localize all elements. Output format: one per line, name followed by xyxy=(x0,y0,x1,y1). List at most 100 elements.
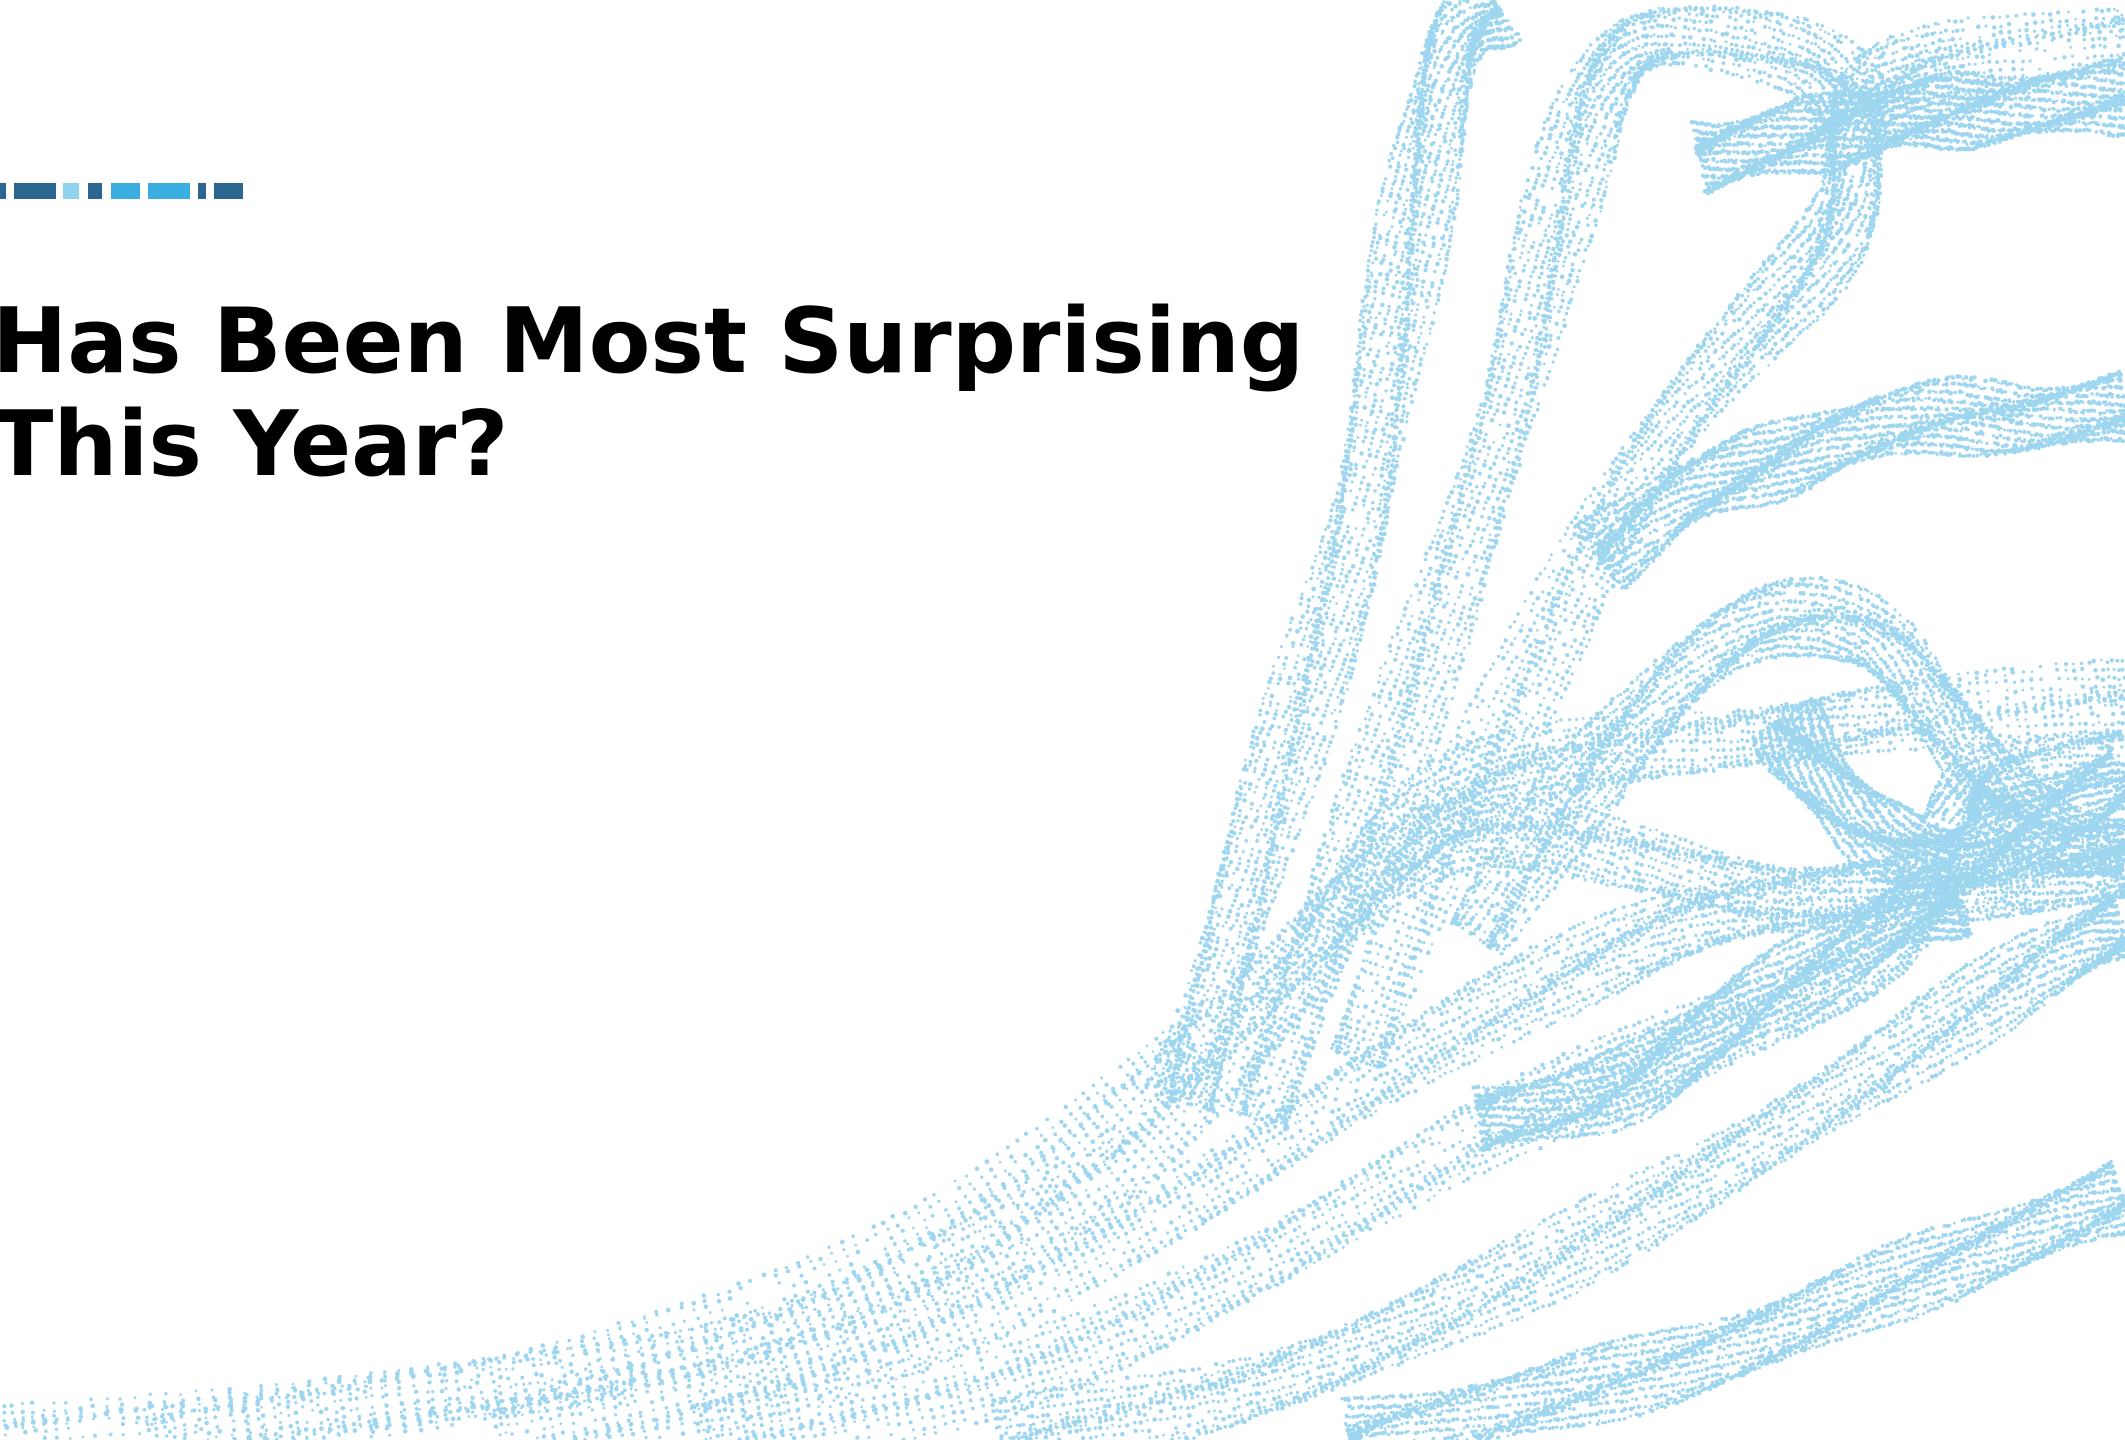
wave-dot xyxy=(1964,744,1968,748)
wave-dot xyxy=(2049,693,2054,698)
wave-dot xyxy=(120,1402,124,1406)
wave-dot xyxy=(1862,715,1866,719)
wave-dot xyxy=(1086,1096,1090,1100)
wave-dot xyxy=(901,1229,905,1233)
wave-dot xyxy=(994,1175,998,1179)
wave-dot xyxy=(975,1273,979,1277)
wave-dot xyxy=(1628,839,1633,844)
wave-dot xyxy=(951,1233,954,1236)
wave-dot xyxy=(511,1367,514,1370)
wave-dot xyxy=(1227,1098,1231,1102)
wave-dot xyxy=(1311,997,1315,1001)
wave-dot xyxy=(280,1412,283,1415)
wave-dot xyxy=(1535,762,1538,765)
wave-dot xyxy=(961,1227,965,1231)
wave-dot xyxy=(2083,721,2088,726)
wave-dot xyxy=(1621,758,1624,761)
wave-dot xyxy=(735,1340,738,1343)
wave-dot xyxy=(1683,838,1687,842)
wave-dot xyxy=(2013,681,2016,684)
wave-dot xyxy=(935,1301,939,1305)
wave-dot xyxy=(1985,680,1989,684)
wave-dot xyxy=(805,1306,808,1309)
wave-dot xyxy=(1484,809,1488,813)
wave-dot xyxy=(343,1429,347,1433)
wave-dot xyxy=(1411,774,1415,778)
wave-dot xyxy=(1575,718,1578,721)
wave-dot xyxy=(1382,822,1386,826)
wave-dot xyxy=(1987,700,1990,703)
wave-dot xyxy=(1490,734,1495,739)
wave-dot xyxy=(2087,661,2091,665)
wave-dot xyxy=(1480,819,1483,822)
wave-dot xyxy=(1530,771,1533,774)
wave-dot xyxy=(82,1436,85,1439)
wave-dot xyxy=(1737,740,1740,743)
wave-dot xyxy=(149,1407,152,1410)
wave-dot xyxy=(514,1383,517,1386)
wave-dot xyxy=(1062,1197,1066,1201)
wave-dot xyxy=(950,1254,954,1258)
wave-dot xyxy=(959,1222,962,1225)
wave-dot xyxy=(2034,703,2037,706)
wave-dot xyxy=(1455,780,1460,785)
wave-dot xyxy=(893,1242,897,1246)
wave-dot xyxy=(1918,703,1923,708)
wave-dot xyxy=(2022,670,2025,673)
wave-dot xyxy=(1216,1115,1219,1118)
wave-dot xyxy=(1857,715,1861,719)
wave-dot xyxy=(742,1317,745,1320)
wave-dot xyxy=(1526,751,1530,755)
wave-dot xyxy=(1304,947,1309,952)
wave-dot xyxy=(1146,1045,1149,1048)
wave-dot xyxy=(1161,1117,1165,1121)
wave-dot xyxy=(2080,662,2084,666)
wave-dot xyxy=(1368,826,1372,830)
wave-dot xyxy=(539,1359,542,1362)
wave-dot xyxy=(1736,708,1740,712)
wave-dot xyxy=(1966,689,1970,693)
wave-dot xyxy=(1509,805,1512,808)
wave-dot xyxy=(624,1349,627,1352)
wave-dot xyxy=(1040,1134,1043,1137)
wave-dot xyxy=(1130,1178,1135,1183)
wave-dot xyxy=(645,1380,648,1383)
wave-dot xyxy=(2121,711,2125,716)
wave-dot xyxy=(1017,1188,1020,1191)
wave-dot xyxy=(1436,803,1440,807)
wave-dot xyxy=(1771,869,1775,873)
wave-dot xyxy=(2043,715,2047,719)
wave-dot xyxy=(1855,744,1858,747)
wave-dot xyxy=(1676,765,1680,769)
wave-dot xyxy=(1118,1065,1122,1069)
wave-dot xyxy=(830,1252,833,1255)
wave-dot xyxy=(1701,727,1704,730)
wave-dot xyxy=(1024,1180,1028,1184)
wave-dot xyxy=(273,1406,276,1409)
wave-dot xyxy=(926,1307,929,1310)
wave-dot xyxy=(1601,777,1605,781)
wave-dot xyxy=(774,1268,778,1272)
wave-dot xyxy=(1385,838,1388,841)
wave-dot xyxy=(580,1339,584,1343)
wave-dot xyxy=(1706,721,1709,724)
wave-dot xyxy=(349,1392,353,1396)
wave-dot xyxy=(873,1260,878,1265)
wave-dot xyxy=(1302,988,1305,991)
wave-dot xyxy=(341,1420,345,1424)
wave-dot xyxy=(2005,696,2009,700)
wave-dot xyxy=(1235,1036,1239,1040)
wave-dot xyxy=(857,1274,860,1277)
wave-dot xyxy=(1675,739,1678,742)
wave-dot xyxy=(1365,827,1368,830)
wave-dot xyxy=(1749,715,1753,719)
wave-dot xyxy=(1750,870,1754,874)
wave-dot xyxy=(1695,749,1698,752)
wave-dot xyxy=(167,1413,170,1416)
wave-dot xyxy=(1203,1116,1207,1120)
wave-dot xyxy=(1074,1232,1077,1235)
wave-dot xyxy=(514,1392,518,1396)
wave-dot xyxy=(1649,771,1653,775)
wave-dot xyxy=(1441,827,1446,832)
wave-dot xyxy=(2119,684,2122,687)
